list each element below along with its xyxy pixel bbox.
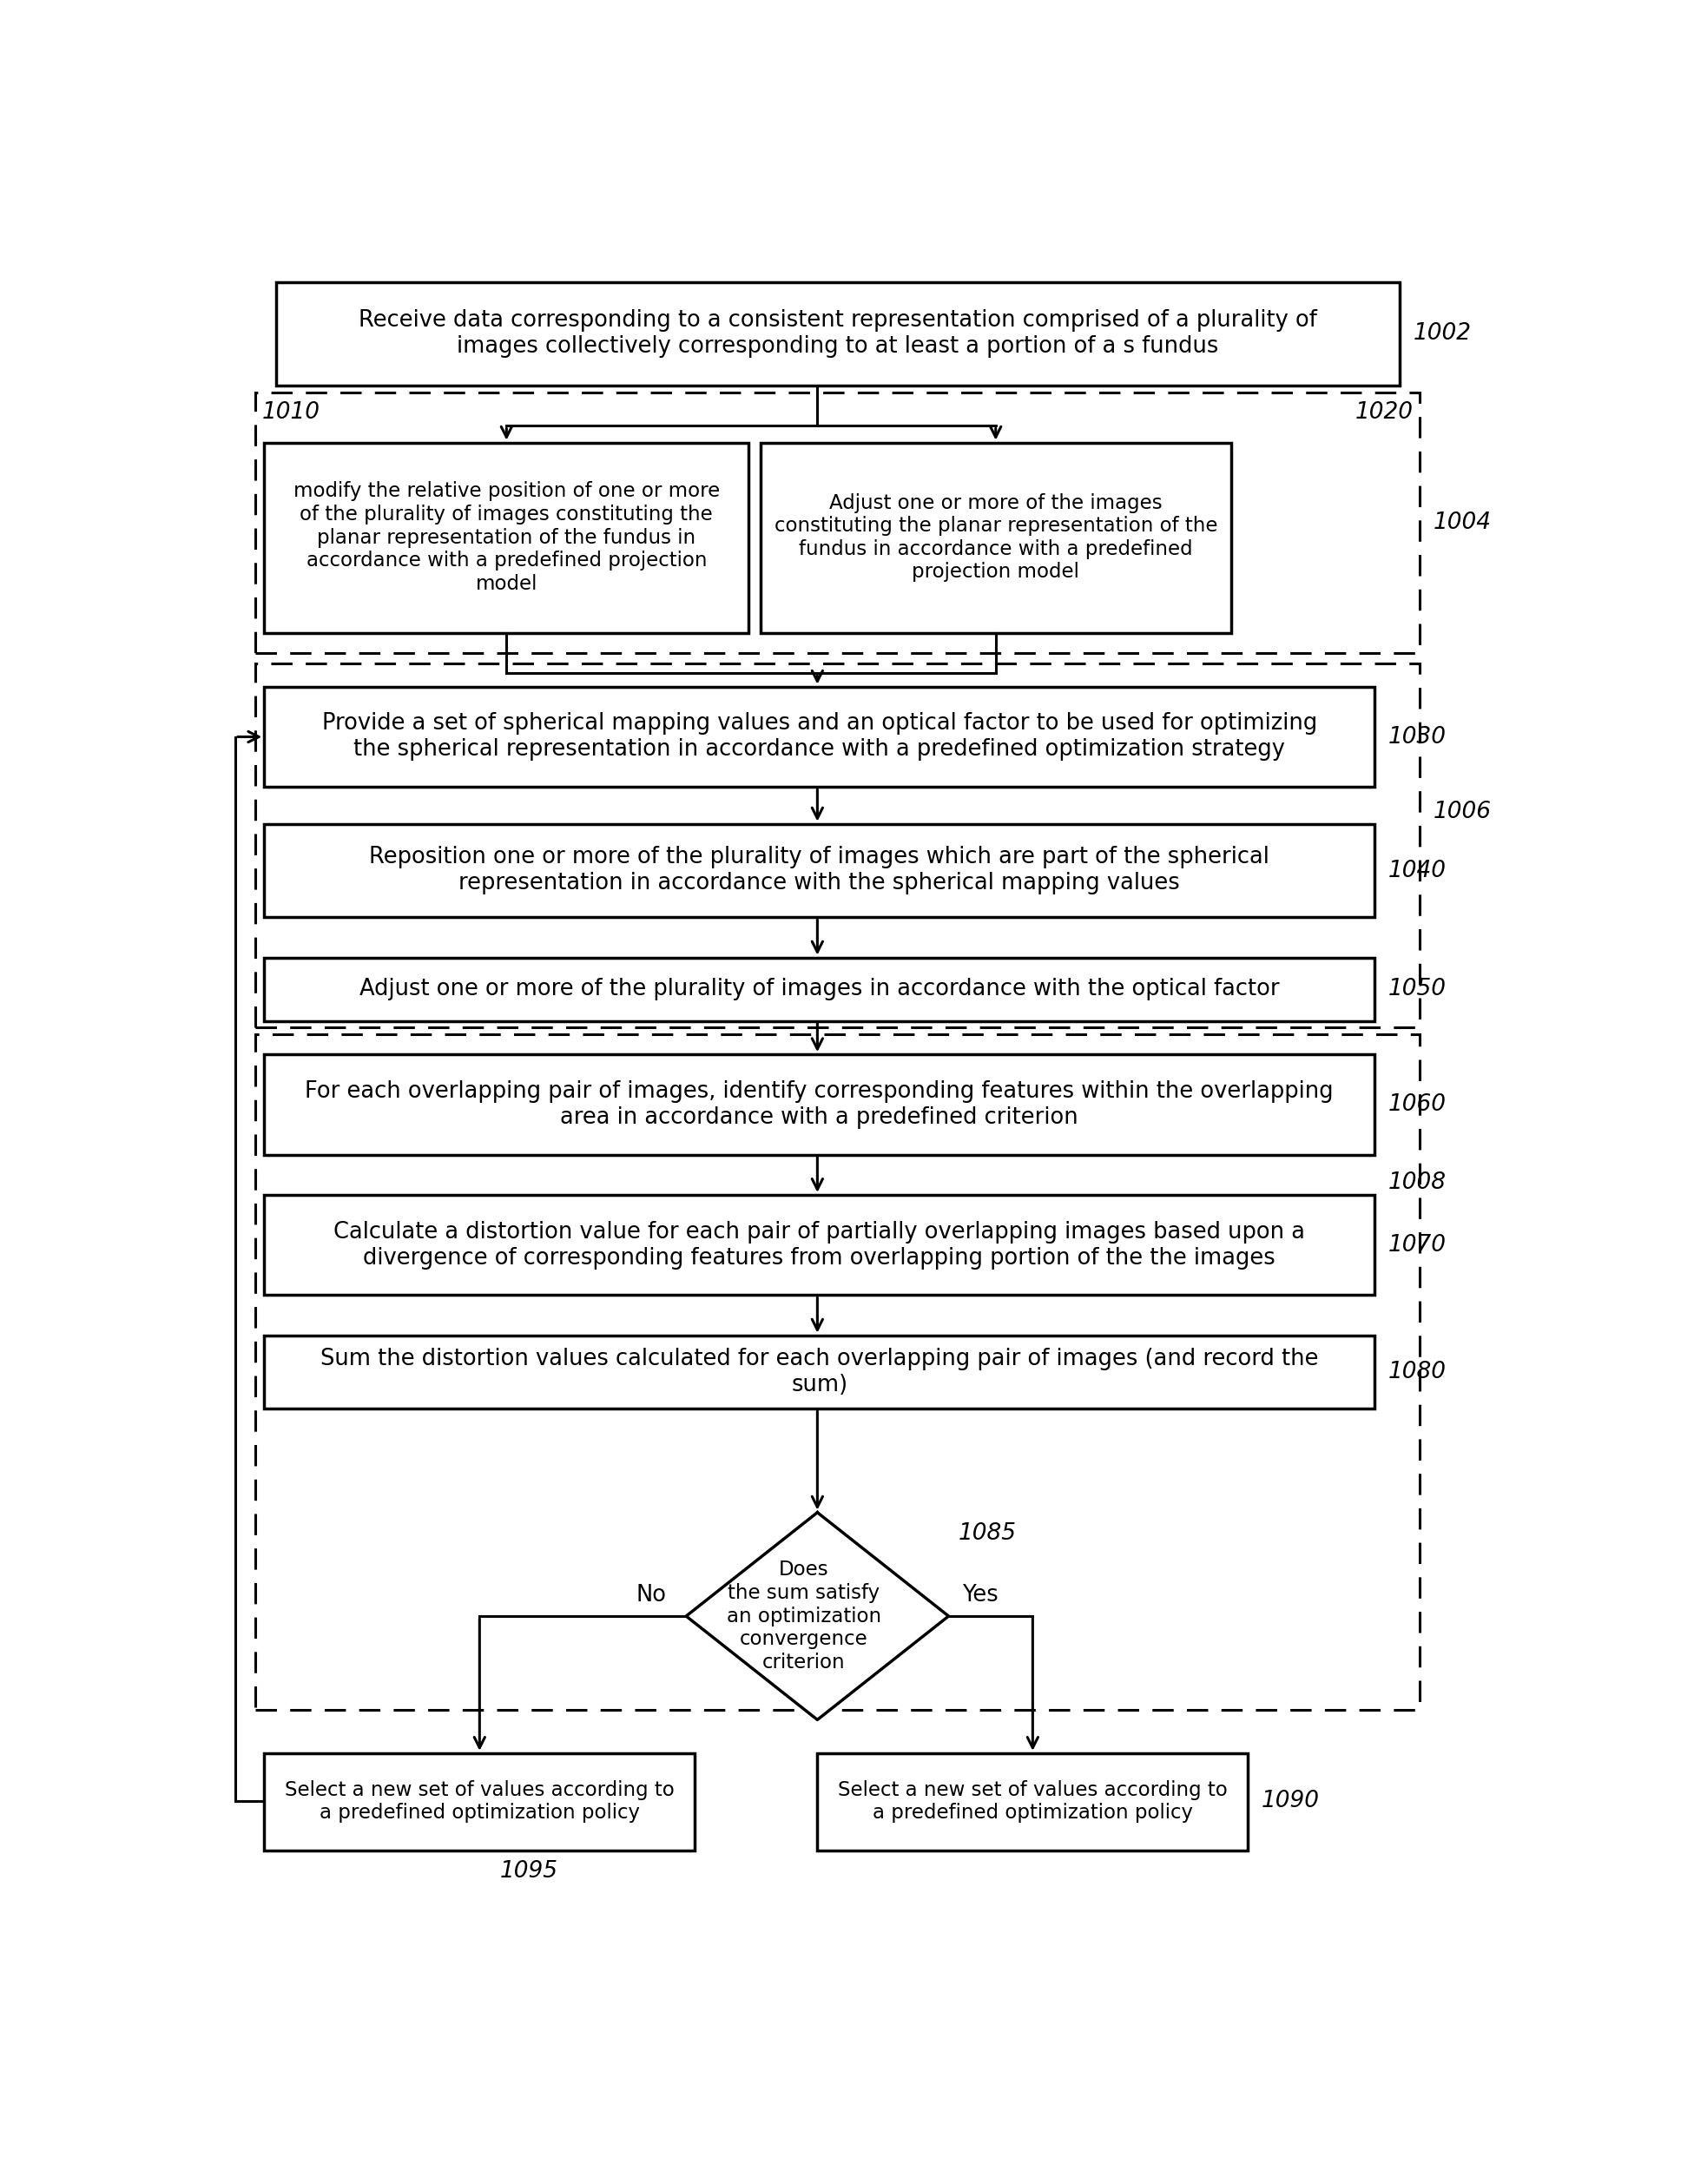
FancyBboxPatch shape [761, 443, 1232, 633]
Text: 1095: 1095 [500, 1861, 557, 1883]
Text: Calculate a distortion value for each pair of partially overlapping images based: Calculate a distortion value for each pa… [334, 1221, 1304, 1269]
FancyBboxPatch shape [264, 443, 749, 633]
Text: Provide a set of spherical mapping values and an optical factor to be used for o: Provide a set of spherical mapping value… [322, 712, 1316, 762]
FancyBboxPatch shape [276, 282, 1399, 387]
Text: 1006: 1006 [1433, 799, 1491, 823]
Text: Receive data corresponding to a consistent representation comprised of a plurali: Receive data corresponding to a consiste… [359, 310, 1316, 358]
FancyBboxPatch shape [264, 1754, 695, 1850]
Text: Yes: Yes [962, 1583, 998, 1605]
Text: For each overlapping pair of images, identify corresponding features within the : For each overlapping pair of images, ide… [305, 1081, 1333, 1129]
Text: Does
the sum satisfy
an optimization
convergence
criterion: Does the sum satisfy an optimization con… [727, 1559, 881, 1673]
FancyBboxPatch shape [264, 1195, 1374, 1295]
FancyBboxPatch shape [264, 1055, 1374, 1155]
Text: Select a new set of values according to
a predefined optimization policy: Select a new set of values according to … [285, 1780, 674, 1824]
Text: 1090: 1090 [1262, 1791, 1320, 1813]
Text: 1008: 1008 [1387, 1171, 1447, 1195]
Text: Adjust one or more of the images
constituting the planar representation of the
f: Adjust one or more of the images constit… [774, 494, 1218, 583]
Polygon shape [686, 1514, 949, 1719]
FancyBboxPatch shape [264, 957, 1374, 1020]
Text: 1040: 1040 [1387, 858, 1447, 882]
Text: 1070: 1070 [1387, 1234, 1447, 1256]
Text: 1060: 1060 [1387, 1094, 1447, 1116]
Text: Adjust one or more of the plurality of images in accordance with the optical fac: Adjust one or more of the plurality of i… [359, 978, 1279, 1000]
FancyBboxPatch shape [264, 686, 1374, 786]
Text: 1030: 1030 [1387, 725, 1447, 749]
FancyBboxPatch shape [264, 823, 1374, 917]
Text: 1050: 1050 [1387, 978, 1447, 1000]
Text: 1010: 1010 [263, 402, 320, 424]
Text: Reposition one or more of the plurality of images which are part of the spherica: Reposition one or more of the plurality … [369, 845, 1269, 895]
Text: 1085: 1085 [959, 1522, 1016, 1544]
Text: 1020: 1020 [1355, 402, 1413, 424]
Text: Select a new set of values according to
a predefined optimization policy: Select a new set of values according to … [839, 1780, 1228, 1824]
Text: 1080: 1080 [1387, 1361, 1447, 1382]
Text: Sum the distortion values calculated for each overlapping pair of images (and re: Sum the distortion values calculated for… [320, 1348, 1318, 1396]
Text: 1002: 1002 [1413, 323, 1470, 345]
FancyBboxPatch shape [264, 1334, 1374, 1409]
FancyBboxPatch shape [818, 1754, 1248, 1850]
Text: No: No [635, 1583, 666, 1605]
Text: modify the relative position of one or more
of the plurality of images constitut: modify the relative position of one or m… [293, 480, 720, 594]
Text: 1004: 1004 [1433, 511, 1491, 535]
